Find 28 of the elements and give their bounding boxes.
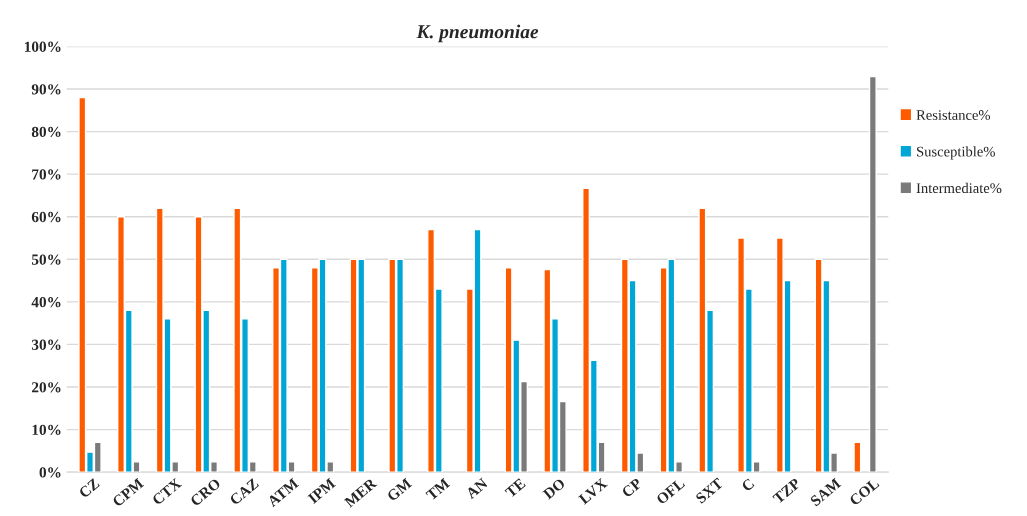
x-tick-label: CP [621,477,643,498]
y-tick-label: 30% [31,339,61,350]
legend-label: Intermediate% [916,182,1002,194]
bar [868,75,877,473]
y-tick-label: 70% [32,169,61,180]
y-tick-label: 100% [24,41,61,52]
y-tick-label: 10% [32,424,61,436]
x-tick-label: DO [542,477,566,500]
y-tick-label: 50% [31,254,61,265]
y-tick-label: 0% [39,467,61,478]
y-tick-label: 20% [31,382,61,393]
y-tick-label: 90% [31,84,61,95]
y-tick-label: 60% [31,211,61,223]
x-tick-label: TM [425,477,451,501]
legend-label: Susceptible% [917,146,995,160]
x-tick-label: CZ [78,477,100,499]
y-tick-label: 80% [31,126,61,138]
bar [853,441,862,473]
x-tick-label: COL [848,477,880,507]
x-tick-label: AN [465,477,489,500]
x-tick-label: TZP [772,477,801,505]
x-tick-label: OFL [655,477,686,505]
x-tick-label: GM [386,477,413,502]
y-tick-label: 40% [31,297,61,308]
legend-label: Resistance% [916,110,991,120]
chart-title: K. pneumoniae [416,24,539,43]
x-tick-label: C [741,478,755,492]
x-tick-label: TE [504,477,526,499]
